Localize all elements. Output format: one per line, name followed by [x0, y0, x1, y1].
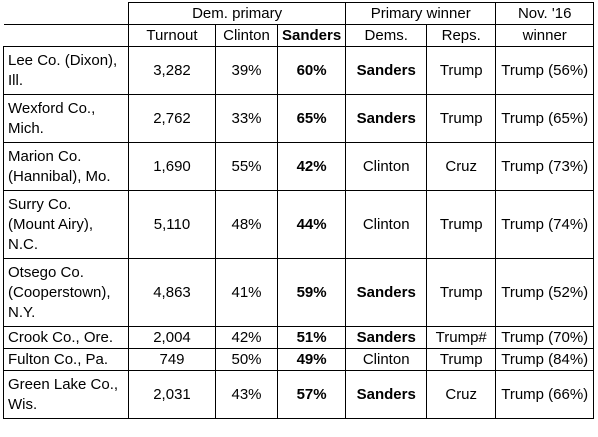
turnout-cell: 2,031 — [128, 370, 216, 419]
dem-winner-cell: Sanders — [345, 370, 428, 419]
county-line: (Hannibal), Mo. — [8, 167, 111, 185]
turnout-cell: 2,762 — [128, 94, 216, 143]
sanders-cell: 51% — [276, 326, 347, 349]
header-clinton: Clinton — [215, 24, 278, 47]
county-line: N.Y. — [8, 303, 36, 321]
clinton-cell: 33% — [215, 94, 278, 143]
county-line: Green Lake Co., — [8, 375, 119, 393]
dem-winner-cell: Sanders — [345, 326, 428, 349]
nov-winner-cell: Trump (66%) — [495, 370, 595, 419]
nov-winner-cell: Trump (84%) — [495, 348, 595, 371]
county-line: Fulton Co., Pa. — [8, 350, 109, 368]
sanders-cell: 49% — [276, 348, 347, 371]
header-row-sub: Turnout Clinton Sanders Dems. Reps. winn… — [3, 24, 595, 47]
dem-winner-cell: Clinton — [345, 348, 428, 371]
county-line: (Mount Airy), — [8, 215, 94, 233]
county-cell: Otsego Co. (Cooperstown), N.Y. — [3, 258, 129, 327]
turnout-cell: 3,282 — [128, 46, 216, 95]
nov-winner-cell: Trump (70%) — [495, 326, 595, 349]
results-table: Dem. primary Primary winner Nov. '16 Tur… — [3, 2, 595, 419]
header-sanders: Sanders — [276, 24, 347, 47]
rep-winner-cell: Trump# — [426, 326, 497, 349]
sanders-cell: 59% — [276, 258, 347, 327]
table-row: Lee Co. (Dixon), Ill. 3,282 39% 60% Sande… — [3, 46, 595, 95]
county-line: Mich. — [8, 119, 44, 137]
clinton-cell: 43% — [215, 370, 278, 419]
table-row: Otsego Co. (Cooperstown), N.Y. 4,863 41% 5… — [3, 258, 595, 327]
header-nov16-winner-line1: Nov. '16 — [495, 2, 595, 25]
county-cell: Fulton Co., Pa. — [3, 348, 129, 371]
rep-winner-cell: Trump — [426, 94, 497, 143]
rep-winner-cell: Trump — [426, 190, 497, 259]
clinton-cell: 41% — [215, 258, 278, 327]
county-line: Wexford Co., — [8, 99, 96, 117]
county-cell: Crook Co., Ore. — [3, 326, 129, 349]
dem-winner-cell: Sanders — [345, 94, 428, 143]
table-row: Surry Co. (Mount Airy), N.C. 5,110 48% 44%… — [3, 190, 595, 259]
clinton-cell: 42% — [215, 326, 278, 349]
rep-winner-cell: Trump — [426, 258, 497, 327]
header-reps: Reps. — [426, 24, 497, 47]
county-line: Surry Co. — [8, 195, 72, 213]
header-nov16-winner-line2: winner — [495, 24, 595, 47]
rep-winner-cell: Cruz — [426, 142, 497, 191]
header-blank-cell-2 — [3, 24, 129, 47]
clinton-cell: 55% — [215, 142, 278, 191]
sanders-cell: 44% — [276, 190, 347, 259]
turnout-cell: 749 — [128, 348, 216, 371]
turnout-cell: 4,863 — [128, 258, 216, 327]
table-row: Marion Co. (Hannibal), Mo. 1,690 55% 42% … — [3, 142, 595, 191]
sanders-cell: 60% — [276, 46, 347, 95]
header-turnout: Turnout — [128, 24, 216, 47]
county-cell: Green Lake Co., Wis. — [3, 370, 129, 419]
dem-winner-cell: Sanders — [345, 46, 428, 95]
nov-winner-cell: Trump (74%) — [495, 190, 595, 259]
county-line: Wis. — [8, 395, 38, 413]
turnout-cell: 2,004 — [128, 326, 216, 349]
header-dem-primary: Dem. primary — [127, 2, 347, 25]
county-line: (Cooperstown), — [8, 283, 111, 301]
county-line: Crook Co., Ore. — [8, 328, 114, 346]
clinton-cell: 39% — [215, 46, 278, 95]
dem-winner-cell: Clinton — [345, 190, 428, 259]
county-cell: Wexford Co., Mich. — [3, 94, 129, 143]
turnout-cell: 1,690 — [128, 142, 216, 191]
dem-winner-cell: Clinton — [345, 142, 428, 191]
turnout-cell: 5,110 — [128, 190, 216, 259]
header-dems: Dems. — [345, 24, 428, 47]
nov-winner-cell: Trump (52%) — [495, 258, 595, 327]
header-primary-winner: Primary winner — [345, 2, 497, 25]
nov-winner-cell: Trump (65%) — [495, 94, 595, 143]
table-row: Crook Co., Ore. 2,004 42% 51% Sanders Tr… — [3, 326, 595, 349]
county-line: Otsego Co. — [8, 263, 84, 281]
sanders-cell: 57% — [276, 370, 347, 419]
header-row-top: Dem. primary Primary winner Nov. '16 — [3, 2, 595, 25]
table-row: Wexford Co., Mich. 2,762 33% 65% Sanders … — [3, 94, 595, 143]
sanders-cell: 65% — [276, 94, 347, 143]
rep-winner-cell: Trump — [426, 348, 497, 371]
clinton-cell: 48% — [215, 190, 278, 259]
table-row: Fulton Co., Pa. 749 50% 49% Clinton Trum… — [3, 348, 595, 371]
rep-winner-cell: Trump — [426, 46, 497, 95]
clinton-cell: 50% — [215, 348, 278, 371]
nov-winner-cell: Trump (73%) — [495, 142, 595, 191]
county-line: Ill. — [8, 71, 23, 89]
sanders-cell: 42% — [276, 142, 347, 191]
rep-winner-cell: Cruz — [426, 370, 497, 419]
dem-winner-cell: Sanders — [345, 258, 428, 327]
county-line: Marion Co. — [8, 147, 82, 165]
nov-winner-cell: Trump (56%) — [495, 46, 595, 95]
header-blank-cell — [3, 2, 129, 25]
county-cell: Lee Co. (Dixon), Ill. — [3, 46, 129, 95]
county-cell: Surry Co. (Mount Airy), N.C. — [3, 190, 129, 259]
county-line: Lee Co. (Dixon), — [8, 51, 118, 69]
table-row: Green Lake Co., Wis. 2,031 43% 57% Sander… — [3, 370, 595, 419]
county-cell: Marion Co. (Hannibal), Mo. — [3, 142, 129, 191]
county-line: N.C. — [8, 235, 38, 253]
